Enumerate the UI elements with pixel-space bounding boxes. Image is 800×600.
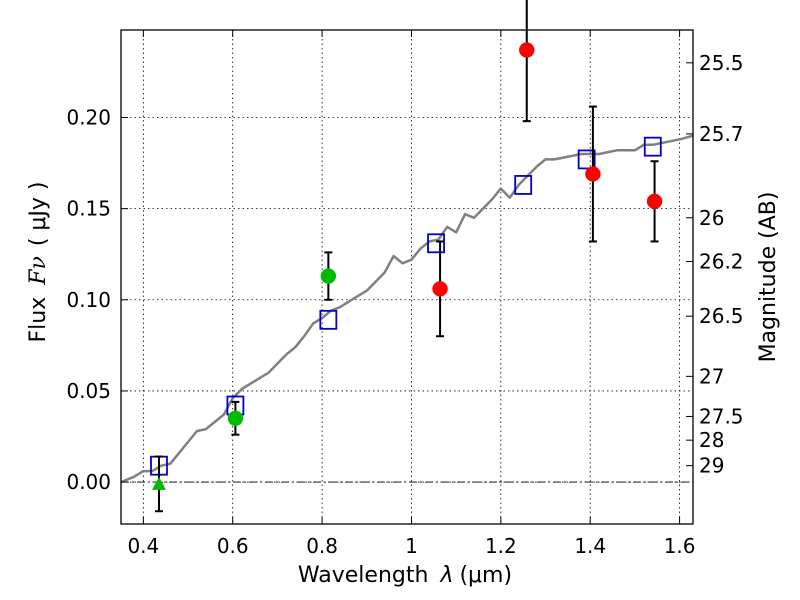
- y-tick-label: 0.05: [66, 379, 111, 403]
- y-tick-label: 0.10: [66, 288, 111, 312]
- y-axis-title: FluxFν( μJy ): [26, 181, 51, 342]
- model-square-marker: [319, 309, 338, 330]
- y2-tick-label: 27: [699, 364, 724, 388]
- y2-tick-label: 29: [699, 454, 724, 478]
- model-curve: [120, 134, 694, 484]
- plot-frame: [120, 29, 694, 525]
- y-tick-label: 0.15: [66, 197, 111, 221]
- data-point: [519, 42, 535, 58]
- x-tick-label: 0.6: [217, 534, 249, 558]
- x-tick-label: 0.4: [127, 534, 159, 558]
- y-tick-label: 0.00: [66, 470, 111, 494]
- grid: [121, 30, 693, 524]
- marker-layer: [150, 0, 663, 513]
- y2-tick-label: 25.7: [699, 122, 744, 146]
- ticks: 0.4 0.6 0.8 1 1.2 1.4 1.6 0.00 0.05 0.10 0.15 0.20 2…: [66, 30, 744, 558]
- x-tick-label: 1.6: [664, 534, 696, 558]
- x-tick-label: 1.4: [574, 534, 606, 558]
- y2-tick-label: 28: [699, 428, 724, 452]
- x-tick-label: 0.8: [306, 534, 338, 558]
- y2-tick-label: 26.2: [699, 250, 744, 274]
- model-square-marker: [514, 175, 533, 195]
- data-point: [227, 410, 244, 427]
- y2-axis-title: Magnitude (AB): [756, 192, 781, 363]
- data-point: [585, 166, 601, 182]
- y2-tick-label: 27.5: [699, 404, 744, 428]
- x-tick-label: 1: [405, 534, 418, 558]
- model-curve-layer: [120, 134, 694, 484]
- y2-tick-label: 25.5: [699, 51, 744, 75]
- y-tick-label: 0.20: [66, 105, 111, 129]
- y2-tick-label: 26.5: [699, 304, 744, 328]
- x-axis-title: Wavelength λ (μm): [298, 563, 512, 588]
- model-square-marker: [577, 149, 596, 170]
- data-point: [646, 193, 663, 210]
- data-point: [320, 268, 337, 284]
- data-point: [432, 281, 448, 297]
- y2-tick-label: 26: [699, 206, 724, 230]
- model-square-marker: [427, 233, 445, 254]
- model-square-marker: [643, 136, 662, 157]
- upper-limit-triangle: [151, 476, 166, 490]
- x-tick-label: 1.2: [485, 534, 517, 558]
